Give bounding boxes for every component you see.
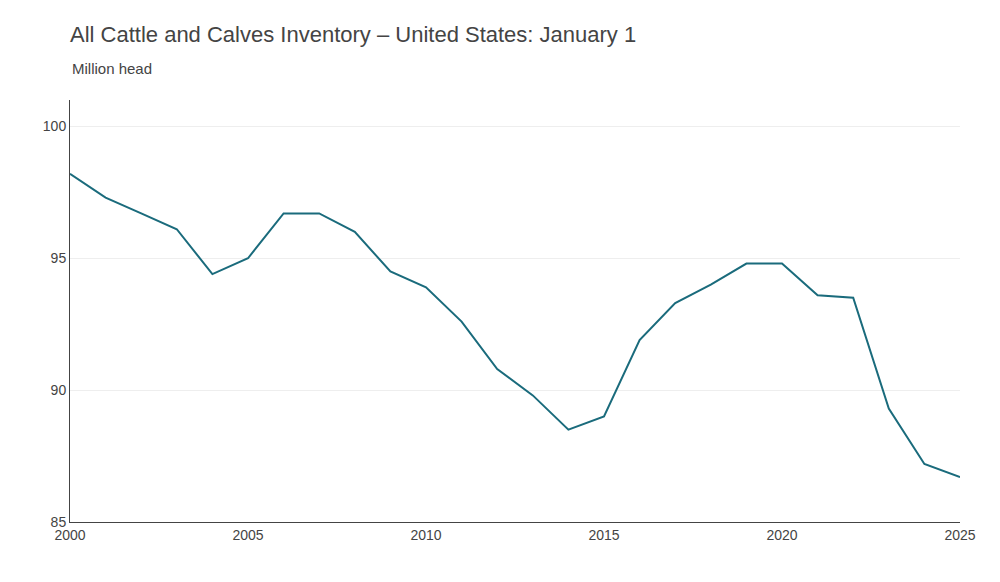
svg-text:2010: 2010 bbox=[410, 527, 441, 543]
svg-text:Million head: Million head bbox=[72, 60, 152, 77]
svg-text:2025: 2025 bbox=[944, 527, 975, 543]
svg-text:100: 100 bbox=[43, 118, 67, 134]
svg-text:All Cattle and Calves Inventor: All Cattle and Calves Inventory – United… bbox=[70, 22, 636, 47]
svg-text:2015: 2015 bbox=[588, 527, 619, 543]
svg-text:2000: 2000 bbox=[54, 527, 85, 543]
svg-text:90: 90 bbox=[51, 382, 67, 398]
svg-text:85: 85 bbox=[51, 514, 67, 530]
svg-text:95: 95 bbox=[51, 250, 67, 266]
svg-text:2020: 2020 bbox=[766, 527, 797, 543]
svg-text:2005: 2005 bbox=[232, 527, 263, 543]
